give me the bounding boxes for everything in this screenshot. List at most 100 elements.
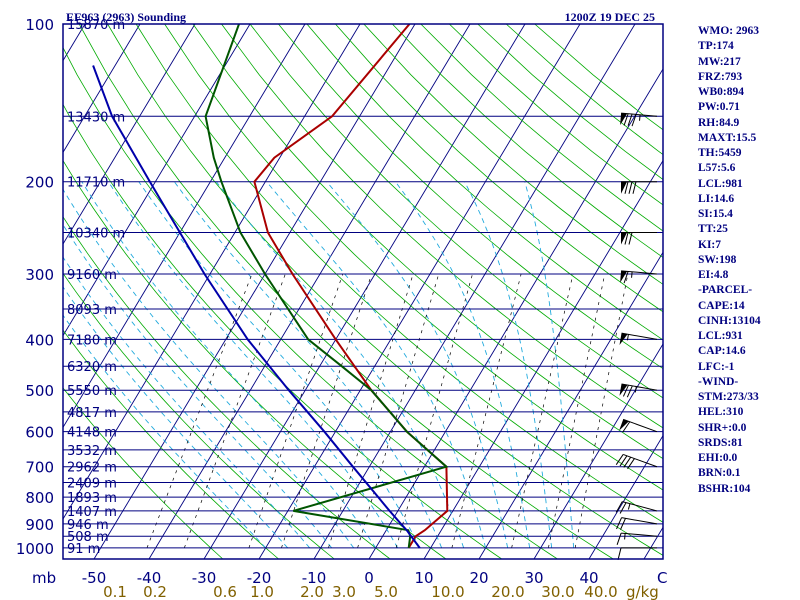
mixing-ratio-label: 0.2 — [143, 583, 167, 600]
index-line: EHI:0.0 — [698, 452, 738, 464]
index-line: FRZ:793 — [698, 70, 743, 83]
wind-barb-flag — [632, 181, 637, 194]
wind-barb-flag — [622, 421, 631, 433]
wind-barb-staff — [621, 112, 658, 117]
height-label: 2962 m — [67, 461, 117, 476]
isotherm-line — [63, 24, 306, 429]
height-label: 6320 m — [67, 360, 117, 375]
height-label: 4817 m — [67, 406, 117, 421]
dry-adiabat-line — [221, 24, 663, 429]
mixing-ratio-label: 3.0 — [332, 583, 356, 600]
wind-barb-flag — [619, 502, 627, 514]
mixing-ratio-label: 0.6 — [213, 583, 237, 600]
mixing-ratio-label: 0.1 — [103, 583, 127, 600]
pressure-tick-label: 900 — [25, 516, 54, 534]
mixing-ratio-line — [574, 273, 629, 548]
wind-barb-pennant — [621, 232, 627, 245]
pressure-tick-label: 200 — [25, 174, 54, 192]
temperature-tick-label: -10 — [302, 569, 327, 587]
pressure-axis: 100 200 300 400 500 600 700 800 900 1000 mb — [16, 16, 56, 587]
isotherm-line — [368, 68, 663, 559]
height-label: 1407 m — [67, 505, 117, 520]
temperature-axis: -50 -40 -30 -20 -10 0 10 20 30 40 C — [82, 569, 668, 587]
mixing-ratio-line — [248, 273, 344, 549]
dry-adiabat-line — [63, 159, 447, 559]
pressure-tick-label: 1000 — [16, 540, 54, 558]
wind-barb-flag — [626, 385, 633, 398]
temperature-tick-label: -40 — [137, 569, 162, 587]
wind-barb — [619, 418, 658, 433]
temperature-tick-label: 30 — [524, 569, 543, 587]
wind-barb-flag — [624, 232, 629, 245]
isobar-lines — [63, 23, 663, 549]
index-line: TT:25 — [698, 223, 728, 236]
dry-adiabat-line — [63, 46, 558, 559]
dry-adiabat-line — [63, 387, 224, 559]
dewpoint-line — [204, 24, 449, 549]
index-line: BRN:0.1 — [698, 467, 741, 480]
isotherm-line — [258, 24, 581, 559]
pressure-tick-label: 800 — [25, 489, 54, 507]
wind-barb-half-flag — [634, 386, 637, 393]
isotherm-line — [478, 251, 663, 559]
height-label: 4148 m — [67, 426, 117, 441]
dry-adiabat-line — [392, 24, 663, 258]
wind-barb-half-flag — [627, 503, 631, 510]
temperature-tick-label: -20 — [247, 569, 272, 587]
dry-adiabat-line — [63, 272, 335, 559]
wind-barb — [621, 181, 657, 194]
mixing-ratio-label: 40.0 — [584, 583, 617, 600]
index-line: LCL:931 — [698, 330, 743, 342]
wind-barb-flag — [624, 181, 629, 194]
dry-adiabat-line — [306, 24, 663, 341]
index-line: WB0:894 — [698, 86, 744, 98]
wind-barb-flag — [623, 113, 629, 126]
wind-barb — [616, 517, 658, 530]
mixing-ratio-labels: 0.1 0.2 0.6 1.0 2.0 3.0 5.0 10.0 20.0 30.0 40.0 g/k… — [103, 583, 659, 600]
wind-barb-pennant — [620, 113, 628, 126]
index-line: HEL:310 — [698, 406, 744, 419]
wind-barb-pennant — [619, 333, 628, 345]
wind-barb-half-flag — [626, 334, 629, 341]
wind-barb — [616, 532, 658, 545]
dry-adiabat-line — [164, 24, 663, 491]
height-label: 10340 m — [67, 226, 125, 241]
index-line: L57:5.6 — [698, 162, 736, 175]
pressure-tick-label: 700 — [25, 459, 54, 477]
index-line: BSHR:104 — [698, 482, 751, 495]
wind-barb-staff — [623, 453, 658, 468]
isotherm-line — [203, 24, 526, 559]
pressure-tick-label: 500 — [25, 382, 54, 400]
height-label: 15870 m — [67, 18, 125, 33]
height-label: 7180 m — [67, 333, 117, 348]
height-label: 508 m — [67, 530, 109, 545]
height-label: 9160 m — [67, 268, 117, 283]
temperature-tick-label: 10 — [414, 569, 433, 587]
plot-frame — [62, 23, 664, 560]
sounding-profiles — [92, 24, 449, 549]
dry-adiabat-line — [63, 103, 502, 559]
mixing-ratio-line — [511, 273, 574, 548]
index-line: STM:273/33 — [698, 391, 759, 403]
temperature-tick-label: -50 — [82, 569, 107, 587]
dry-adiabat-lines — [63, 24, 663, 559]
mixing-ratio-line — [281, 273, 372, 549]
moist-adiabat-line — [266, 181, 487, 549]
wind-barb-flag — [631, 114, 637, 127]
wind-barb-staff — [621, 517, 658, 525]
temperature-tick-label: -30 — [192, 569, 217, 587]
wind-barb-flag — [616, 517, 623, 530]
pressure-axis-label: mb — [32, 569, 56, 587]
pressure-tick-label: 600 — [25, 424, 54, 442]
isotherm-line — [63, 24, 361, 520]
mixing-ratio-line — [146, 273, 253, 549]
dry-adiabat-line — [335, 24, 663, 313]
wind-barb-staff — [622, 501, 658, 512]
mixing-ratio-line — [548, 273, 606, 548]
index-line: -PARCEL- — [698, 284, 753, 297]
dry-adiabat-line — [249, 24, 663, 399]
mixing-ratio-label: 20.0 — [491, 583, 524, 600]
dry-adiabat-line — [192, 24, 663, 460]
mixing-ratio-unit-label: g/kg — [626, 583, 659, 600]
